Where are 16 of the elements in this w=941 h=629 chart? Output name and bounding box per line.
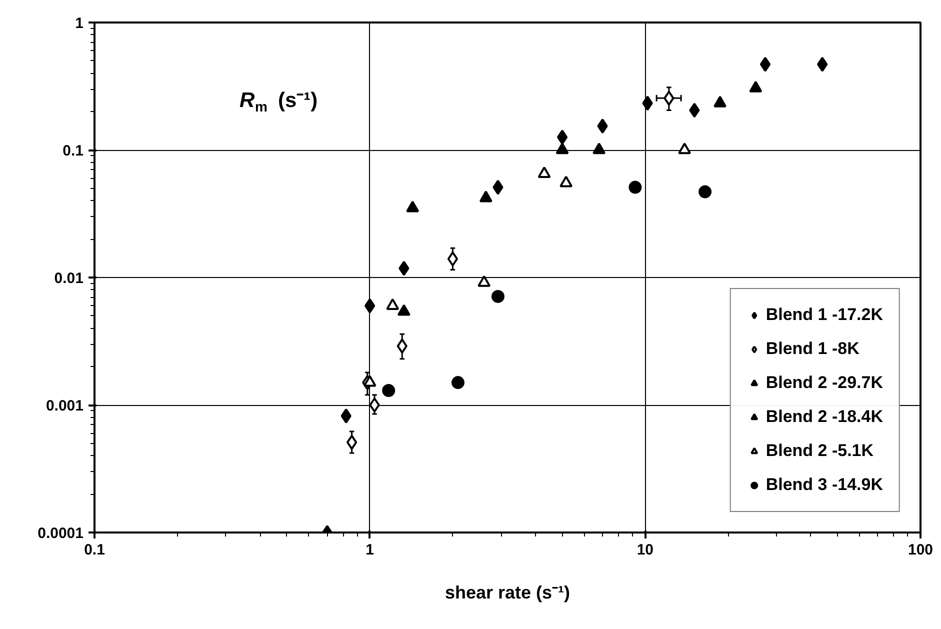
legend-label: Blend 2 -29.7K xyxy=(766,373,883,393)
x-tick-label: 0.1 xyxy=(84,542,105,558)
legend-label: Blend 2 -18.4K xyxy=(766,407,883,427)
x-tick-label: 100 xyxy=(908,542,934,558)
x-tick-label: 1 xyxy=(366,542,374,558)
y-tick-label: 0.01 xyxy=(54,270,84,287)
legend-label: Blend 1 -17.2K xyxy=(766,305,883,325)
legend-label: Blend 3 -14.9K xyxy=(766,475,883,495)
y-tick-label: 1 xyxy=(75,15,84,32)
x-tick-label: 10 xyxy=(636,542,654,558)
legend-label: Blend 1 -8K xyxy=(766,339,860,359)
x-axis-title: shear rate (s⁻¹) xyxy=(444,582,570,602)
y-tick-label: 0.001 xyxy=(46,398,84,414)
legend-label: Blend 2 -5.1K xyxy=(766,441,874,461)
y-tick-label: 0.0001 xyxy=(38,525,84,542)
y-tick-label: 0.1 xyxy=(62,142,84,160)
